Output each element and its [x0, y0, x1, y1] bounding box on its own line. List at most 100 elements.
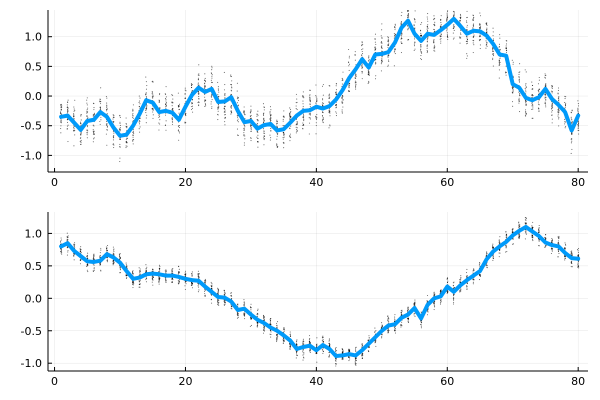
sample-point: [322, 335, 324, 337]
sample-point: [93, 253, 95, 255]
sample-point: [380, 63, 382, 65]
sample-point: [374, 41, 376, 43]
sample-point: [60, 252, 62, 254]
sample-point: [86, 110, 88, 112]
sample-point: [531, 81, 533, 83]
sample-point: [295, 124, 297, 126]
sample-point: [512, 105, 514, 107]
sample-point: [492, 47, 494, 49]
sample-point: [499, 37, 501, 39]
sample-point: [407, 24, 409, 27]
sample-point: [328, 110, 330, 113]
sample-point: [447, 290, 449, 292]
sample-point: [270, 331, 272, 333]
sample-point: [296, 355, 298, 357]
sample-point: [322, 347, 324, 349]
sample-point: [159, 115, 161, 117]
sample-point: [348, 90, 350, 92]
sample-point: [210, 72, 212, 74]
sample-point: [86, 269, 88, 271]
sample-point: [210, 103, 212, 105]
sample-point: [289, 333, 292, 335]
sample-point: [257, 146, 259, 148]
sample-point: [66, 125, 68, 127]
sample-point: [466, 53, 468, 55]
sample-point: [152, 111, 154, 113]
sample-point: [420, 55, 422, 57]
sample-point: [368, 337, 370, 339]
sample-point: [210, 101, 212, 103]
sample-point: [401, 34, 403, 36]
sample-point: [204, 103, 206, 105]
sample-point: [290, 110, 292, 112]
sample-point: [446, 18, 448, 20]
sample-point: [309, 113, 311, 115]
sample-point: [87, 252, 89, 254]
sample-point: [532, 221, 534, 223]
sample-point: [361, 41, 363, 43]
sample-point: [270, 137, 272, 139]
sample-point: [303, 351, 305, 354]
sample-point: [433, 42, 435, 44]
sample-point: [93, 255, 95, 257]
sample-point: [263, 316, 266, 318]
sample-point: [269, 134, 271, 136]
sample-point: [204, 93, 206, 95]
sample-point: [551, 111, 553, 113]
sample-point: [374, 33, 377, 35]
sample-point: [263, 139, 265, 141]
sample-point: [93, 254, 95, 256]
sample-point: [210, 85, 212, 88]
sample-point: [381, 337, 383, 339]
sample-point: [394, 49, 396, 51]
sample-point: [152, 93, 154, 95]
sample-point: [414, 18, 416, 21]
sample-point: [453, 301, 455, 303]
sample-point: [138, 101, 140, 103]
series-line: [59, 16, 581, 138]
sample-point: [466, 39, 468, 41]
sample-point: [237, 118, 239, 120]
sample-point: [223, 303, 225, 305]
sample-point: [505, 231, 507, 233]
sample-point: [427, 24, 429, 26]
sample-point: [197, 102, 199, 104]
sample-point: [151, 277, 153, 279]
sample-point: [388, 54, 390, 56]
sample-point: [545, 99, 547, 101]
sample-point: [309, 89, 311, 91]
sample-point: [322, 99, 324, 101]
sample-point: [171, 278, 173, 280]
sample-point: [250, 114, 252, 116]
sample-point: [139, 280, 141, 282]
sample-point: [565, 102, 567, 104]
sample-point: [106, 105, 108, 107]
sample-point: [289, 331, 291, 333]
sample-point: [426, 50, 429, 53]
sample-point: [263, 135, 265, 137]
sample-point: [525, 86, 527, 88]
sample-point: [328, 352, 330, 354]
sample-point: [145, 122, 147, 124]
sample-point: [295, 357, 297, 359]
sample-point: [171, 123, 174, 125]
sample-point: [119, 272, 122, 274]
sample-point: [387, 329, 389, 331]
sample-point: [289, 108, 292, 110]
sample-point: [525, 111, 527, 113]
sample-point: [420, 324, 422, 326]
sample-point: [440, 34, 442, 36]
sample-point: [316, 361, 318, 363]
sample-point: [217, 88, 219, 90]
sample-point: [145, 276, 147, 278]
sample-point: [262, 315, 265, 317]
sample-point: [290, 136, 292, 139]
x-tick-label: 60: [440, 375, 454, 388]
sample-point: [171, 94, 173, 96]
sample-point: [531, 227, 534, 230]
sample-point: [473, 279, 475, 281]
sample-point: [321, 348, 323, 350]
sample-point: [256, 115, 258, 117]
sample-point: [342, 102, 344, 104]
sample-point: [368, 72, 370, 74]
